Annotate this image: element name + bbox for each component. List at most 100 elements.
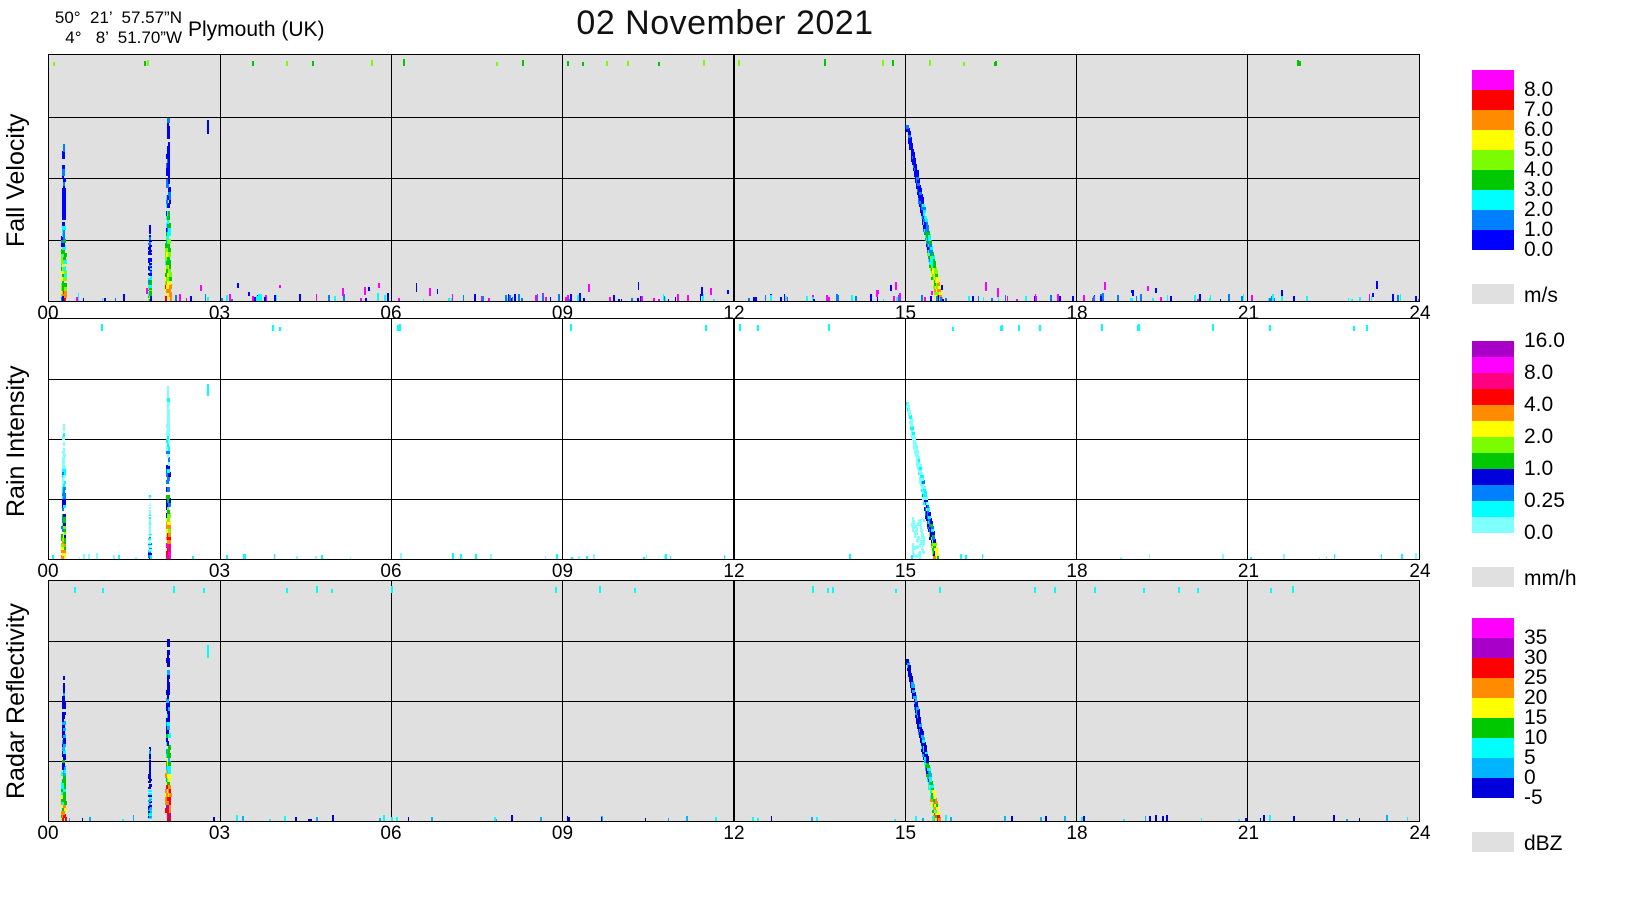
plume-bin — [918, 555, 921, 559]
streak-bin — [936, 809, 940, 813]
spike-bin — [148, 253, 152, 256]
spike-bin — [167, 190, 171, 196]
plume-bin — [915, 524, 918, 529]
baseline-bin — [200, 285, 202, 291]
spike-bin — [168, 760, 171, 766]
baseline-bin — [1415, 553, 1418, 559]
horizontal-gridline — [49, 116, 1419, 118]
streak-bin — [926, 227, 930, 232]
spike-bin — [167, 215, 170, 221]
spike-bin — [62, 423, 65, 428]
spike-bin — [167, 397, 170, 403]
spike-bin — [63, 246, 66, 251]
panel-fall-velocity-plot[interactable] — [48, 54, 1420, 302]
spike-bin — [166, 122, 170, 128]
streak-bin — [920, 474, 924, 479]
streak-bin — [917, 458, 921, 462]
baseline-bin — [1123, 818, 1126, 821]
spike-bin — [168, 524, 171, 530]
colorbar-band — [1472, 718, 1514, 738]
streak-bin — [935, 272, 939, 277]
streak-bin — [916, 706, 919, 710]
baseline-bin — [1269, 297, 1271, 301]
spike-bin — [61, 794, 64, 799]
streak-bin — [932, 534, 936, 538]
spike-bin — [62, 714, 65, 719]
spike-bin — [62, 701, 66, 706]
baseline-bin — [1197, 298, 1200, 301]
sparse-bin — [1298, 60, 1301, 67]
streak-bin — [935, 803, 939, 808]
baseline-bin — [495, 819, 498, 821]
streak-bin — [924, 221, 927, 226]
spike-bin — [148, 258, 152, 260]
colorbar-unit-label: m/s — [1524, 284, 1558, 307]
spike-bin — [148, 549, 152, 551]
plume-bin — [914, 528, 917, 532]
sparse-bin — [599, 585, 602, 593]
streak-bin — [932, 792, 936, 796]
plume-bin — [922, 541, 925, 545]
baseline-bin — [1272, 294, 1275, 301]
baseline-bin — [77, 293, 80, 301]
spike-bin — [166, 539, 170, 545]
spike-bin — [62, 465, 66, 470]
streak-bin — [919, 725, 923, 730]
colorbar-tick-label: 8.0 — [1524, 78, 1554, 101]
spike-bin — [149, 266, 152, 269]
baseline-bin — [342, 287, 344, 296]
spike-bin — [149, 292, 153, 295]
spike-bin — [63, 528, 66, 533]
plume-bin — [918, 522, 921, 526]
spike-bin — [148, 785, 152, 788]
spike-bin — [168, 733, 171, 739]
streak-bin — [923, 493, 928, 498]
baseline-bin — [510, 814, 513, 821]
spike-bin — [148, 553, 152, 555]
spike-bin — [63, 724, 66, 729]
spike-bin — [148, 287, 151, 290]
spike-bin — [62, 740, 66, 745]
baseline-bin — [96, 553, 99, 559]
spike-bin — [166, 434, 169, 440]
baseline-bin — [256, 294, 259, 301]
colorbar-band — [1472, 698, 1514, 718]
baseline-bin — [377, 293, 379, 301]
streak-bin — [929, 523, 933, 527]
spike-bin — [62, 164, 66, 169]
spike-bin — [148, 775, 152, 778]
baseline-bin — [714, 817, 717, 821]
baseline-bin — [1119, 556, 1122, 559]
baseline-bin — [179, 294, 182, 301]
spike-bin — [148, 525, 152, 528]
spike-bin — [61, 797, 65, 802]
spike-bin — [64, 765, 67, 770]
baseline-bin — [430, 817, 433, 821]
panel-radar-reflectivity-plot[interactable] — [48, 580, 1420, 822]
xtick-03: 03 — [208, 823, 231, 844]
streak-bin — [926, 773, 930, 777]
baseline-bin — [549, 296, 552, 301]
spike-bin — [62, 765, 65, 770]
spike-bin — [148, 294, 152, 297]
baseline-bin — [915, 816, 918, 821]
spike-bin — [166, 263, 169, 269]
spike-bin — [166, 472, 169, 477]
baseline-bin — [764, 294, 767, 301]
panel-rain-intensity-plot[interactable] — [48, 318, 1420, 560]
colorbar-tick-label: 7.0 — [1524, 98, 1554, 121]
spike-bin — [166, 464, 169, 470]
baseline-bin — [204, 293, 207, 301]
horizontal-gridline — [49, 379, 1419, 381]
spike-bin — [149, 815, 152, 818]
spike-bin — [61, 534, 64, 539]
baseline-bin — [1083, 295, 1085, 301]
spike-bin — [166, 697, 169, 703]
streak-bin — [928, 531, 932, 535]
spike-bin — [148, 795, 152, 797]
spike-bin — [62, 486, 65, 491]
streak-bin — [907, 130, 911, 135]
spike-bin — [169, 792, 172, 798]
spike-bin — [63, 794, 66, 799]
baseline-bin — [511, 297, 514, 301]
